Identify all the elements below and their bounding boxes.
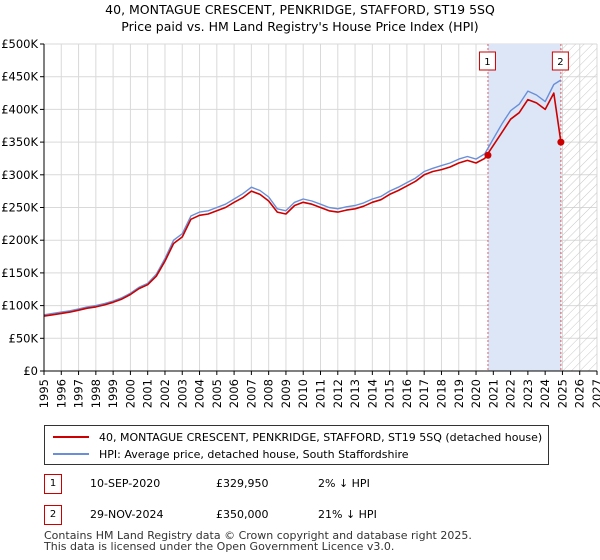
x-tick-label: 2018 [434,379,448,408]
x-tick-label: 2009 [279,379,293,408]
sale-point [484,151,492,159]
x-tick-label: 2025 [555,379,569,408]
annotation-date: 29-NOV-2024 [90,508,164,521]
x-tick-label: 2019 [452,379,466,408]
y-tick-label: £400K [1,102,38,116]
x-tick-label: 2000 [123,379,137,408]
annotation-date: 10-SEP-2020 [90,477,161,490]
x-tick-label: 2013 [348,379,362,408]
chart-subtitle: Price paid vs. HM Land Registry's House … [121,19,479,34]
x-tick-label: 1996 [54,379,68,408]
x-tick-label: 2023 [521,379,535,408]
sale-label: 1 [484,57,490,68]
chart-legend: 40, MONTAGUE CRESCENT, PENKRIDGE, STAFFO… [44,425,549,465]
x-tick-label: 2027 [590,379,600,408]
annotation-marker: 2 [44,505,62,525]
annotation-price: £350,000 [216,508,269,521]
x-tick-label: 2012 [331,379,345,408]
y-tick-label: £350K [1,135,38,149]
x-tick-label: 2002 [158,379,172,408]
chart-title: 40, MONTAGUE CRESCENT, PENKRIDGE, STAFFO… [105,2,495,17]
x-tick-label: 2021 [486,379,500,408]
x-tick-label: 2016 [400,379,414,408]
x-tick-label: 2011 [314,379,328,408]
y-tick-label: £250K [1,201,38,215]
price-paid-line [44,92,562,317]
x-tick-label: 1995 [37,379,51,408]
y-tick-label: £500K [1,37,38,51]
x-tick-label: 2006 [227,379,241,408]
x-tick-label: 2015 [383,379,397,408]
legend-item-hpi: HPI: Average price, detached house, Sout… [53,446,409,462]
hatched-forecast-region [560,44,597,371]
x-tick-label: 2026 [573,379,587,408]
x-tick-label: 1998 [89,379,103,408]
x-tick-label: 2007 [244,379,258,408]
x-tick-label: 1997 [72,379,86,408]
legend-line-price [53,436,89,438]
sale-point [557,138,565,146]
x-tick-label: 2008 [262,379,276,408]
hpi-line [44,79,562,316]
annotation-price: £329,950 [216,477,269,490]
x-tick-label: 2022 [504,379,518,408]
y-tick-label: £200K [1,233,38,247]
x-tick-label: 2017 [417,379,431,408]
footer: Contains HM Land Registry data © Crown c… [44,530,472,552]
sale-label: 2 [557,57,563,68]
x-tick-label: 2020 [469,379,483,408]
x-tick-label: 2005 [210,379,224,408]
legend-label-price: 40, MONTAGUE CRESCENT, PENKRIDGE, STAFFO… [99,430,543,444]
legend-line-hpi [53,453,89,455]
annotation-marker: 1 [44,474,62,494]
legend-item-price: 40, MONTAGUE CRESCENT, PENKRIDGE, STAFFO… [53,429,542,445]
x-tick-label: 2024 [538,379,552,408]
x-tick-label: 1999 [106,379,120,408]
legend-label-hpi: HPI: Average price, detached house, Sout… [99,447,409,461]
x-tick-label: 2014 [365,379,379,408]
annotation-hpi: 2% ↓ HPI [318,477,370,490]
y-tick-label: £150K [1,266,38,280]
price-chart: 1 2 £0 £50K £100K £150K £200K £250K £300K £350K £… [1,37,600,408]
annotation-hpi: 21% ↓ HPI [318,508,377,521]
footer-line-2: This data is licensed under the Open Gov… [44,540,395,553]
x-tick-label: 2001 [141,379,155,408]
x-tick-label: 2003 [175,379,189,408]
y-tick-label: £100K [1,299,38,313]
y-tick-label: £50K [9,331,39,345]
sale-label-box [551,51,569,71]
x-tick-label: 2004 [193,379,207,408]
y-tick-label: £0 [23,364,38,378]
footer-line-1: Contains HM Land Registry data © Crown c… [44,529,472,542]
shaded-period [487,44,561,371]
y-tick-label: £450K [1,70,38,84]
sale-label-box [478,51,496,71]
x-tick-label: 2010 [296,379,310,408]
y-tick-label: £300K [1,168,38,182]
